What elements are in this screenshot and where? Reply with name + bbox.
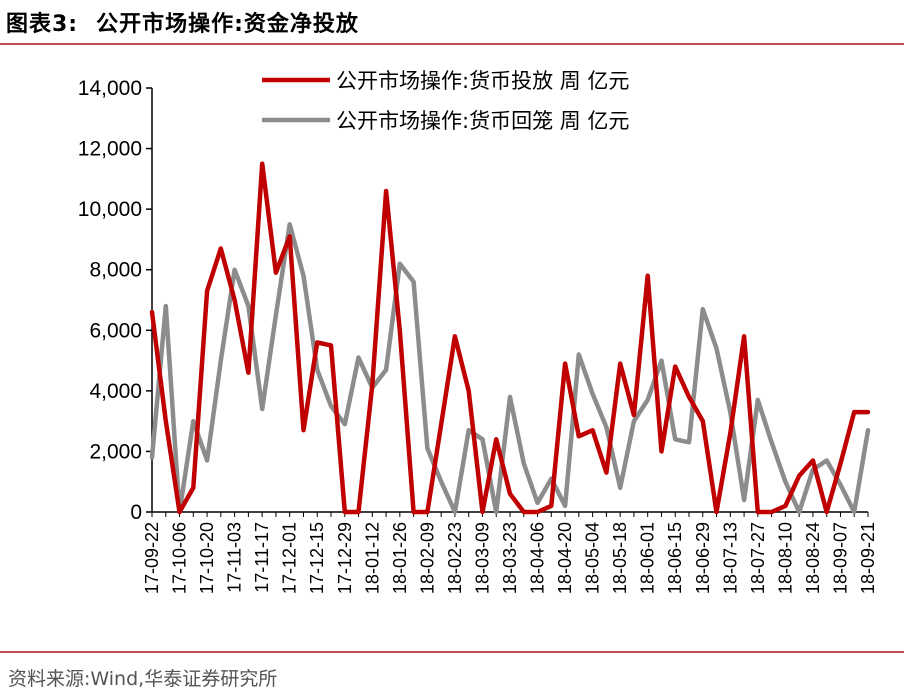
x-tick-label: 18-06-29: [693, 522, 713, 594]
figure-title-text: 公开市场操作:资金净投放: [96, 12, 359, 37]
x-tick-label: 18-04-20: [555, 522, 575, 594]
x-tick-label: 18-08-10: [775, 522, 795, 594]
x-tick-label: 17-11-03: [225, 522, 245, 593]
x-tick-label: 18-04-06: [528, 522, 548, 594]
x-tick-label: 17-11-17: [252, 522, 272, 593]
y-tick-label: 12,000: [78, 138, 142, 161]
series-line-money-injection: [149, 161, 871, 515]
title-rule: [0, 43, 904, 45]
x-tick-label: 17-12-29: [335, 522, 355, 594]
y-tick-label: 2,000: [89, 440, 142, 463]
y-tick-label: 14,000: [78, 77, 142, 100]
x-tick-label: 18-09-07: [830, 522, 850, 594]
y-tick-label: 4,000: [89, 380, 142, 403]
x-tick-label: 18-07-13: [720, 522, 740, 594]
x-tick-label: 18-03-09: [472, 522, 492, 594]
series-line-money-withdrawal: [149, 222, 871, 515]
legend-label-1: 公开市场操作:货币投放 周 亿元: [336, 69, 629, 93]
y-tick-label: 8,000: [89, 259, 142, 282]
x-tick-label: 18-09-21: [858, 522, 878, 594]
legend-label-2: 公开市场操作:货币回笼 周 亿元: [336, 109, 629, 133]
y-tick-label: 6,000: [89, 319, 142, 342]
x-tick-label: 17-10-06: [170, 522, 190, 594]
x-tick-label: 18-07-27: [748, 522, 768, 594]
x-tick-label: 18-06-01: [638, 522, 658, 594]
y-tick-label: 10,000: [78, 198, 142, 221]
x-tick-label: 18-06-15: [665, 522, 685, 594]
x-tick-label: 18-02-23: [445, 522, 465, 594]
source-rule: [0, 651, 904, 653]
x-tick-label: 18-05-04: [583, 522, 603, 594]
x-tick-label: 17-12-01: [280, 522, 300, 594]
x-tick-label: 18-01-12: [362, 522, 382, 594]
x-tick-label: 17-10-20: [197, 522, 217, 594]
x-tick-label: 17-12-15: [307, 522, 327, 594]
x-tick-label: 18-03-23: [500, 522, 520, 594]
x-tick-label: 18-01-26: [390, 522, 410, 594]
y-tick-label: 0: [130, 501, 142, 524]
x-tick-label: 18-05-18: [610, 522, 630, 594]
x-tick-label: 18-02-09: [417, 522, 437, 594]
figure-label: 图表3:: [6, 12, 79, 37]
source-note: 资料来源:Wind,华泰证券研究所: [8, 668, 278, 690]
x-tick-label: 17-09-22: [142, 522, 162, 594]
figure-title: 图表3: 公开市场操作:资金净投放: [6, 6, 359, 38]
x-tick-label: 18-08-24: [803, 522, 823, 594]
